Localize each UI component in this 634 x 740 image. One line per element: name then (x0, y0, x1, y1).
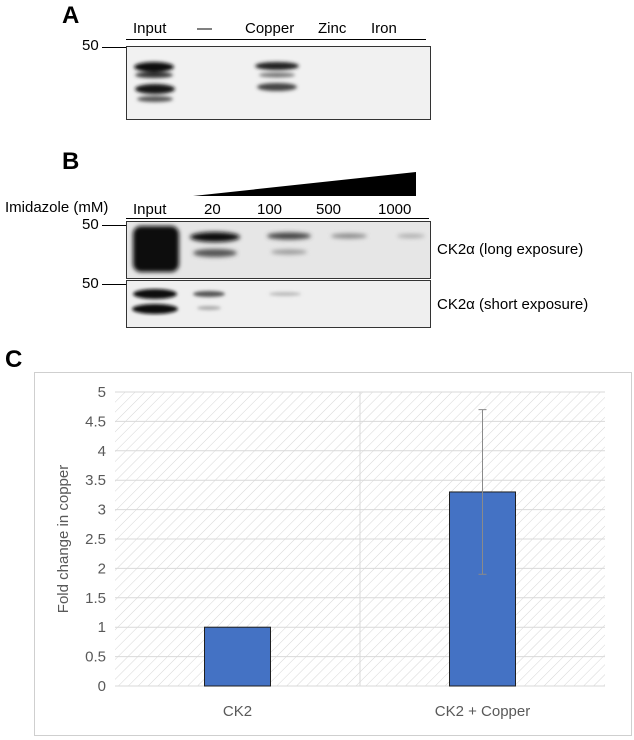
error-bars (478, 409, 487, 575)
band (193, 249, 237, 257)
band (133, 226, 179, 272)
gradient-wedge (193, 172, 416, 196)
y-tick-label: 1.5 (85, 590, 106, 607)
category-label: CK2 (223, 703, 252, 720)
lane-label-1000: 1000 (378, 201, 412, 218)
bar-chart: 0 0.5 1 1.5 2 2.5 3 3.5 4 4.5 5 CK2 CK2 + Copper Fo… (55, 384, 605, 720)
blot-panel-a-bands (134, 62, 299, 102)
y-tick-label: 0 (98, 678, 106, 695)
band (397, 234, 425, 238)
y-tick-label: 3 (98, 502, 106, 519)
y-tick-label: 4 (98, 443, 106, 460)
mw-marker-50: 50 (82, 37, 99, 54)
y-tick-label: 1 (98, 619, 106, 636)
bar (204, 626, 271, 687)
panel-c-letter: C (5, 346, 23, 373)
band (331, 233, 367, 239)
panel-b-letter: B (62, 148, 80, 175)
mw-marker-tick (102, 225, 126, 226)
lane-underline (126, 218, 429, 219)
blot-long-exposure (126, 221, 431, 279)
y-tick-label: 0.5 (85, 649, 106, 666)
band (259, 72, 295, 78)
band (269, 292, 301, 296)
blot-short-exposure-bands (132, 289, 301, 314)
gridlines (115, 391, 605, 687)
lane-label-20: 20 (204, 201, 221, 218)
blot-label-long-exposure: CK2α (long exposure) (437, 241, 584, 258)
panel-a-letter: A (62, 2, 80, 29)
lane-label-copper: Copper (245, 20, 295, 37)
band (197, 306, 221, 310)
mw-marker-tick (102, 284, 126, 285)
y-tick-label: 4.5 (85, 413, 106, 430)
y-tick-label: 2 (98, 560, 106, 577)
blot-short-exposure (126, 280, 431, 328)
y-tick-label: 3.5 (85, 472, 106, 489)
band (257, 83, 297, 91)
y-axis-title: Fold change in copper (55, 465, 72, 613)
imidazole-label: Imidazole (mM) (5, 199, 109, 216)
lane-label-iron: Iron (371, 20, 397, 37)
band (271, 249, 307, 255)
lane-underline (126, 39, 426, 40)
category-labels: CK2 CK2 + Copper (223, 703, 530, 720)
band (137, 96, 173, 102)
lane-label-input: Input (133, 201, 167, 218)
blot-long-exposure-bands (133, 226, 425, 272)
band (190, 232, 240, 242)
band (193, 291, 225, 297)
lane-label-none: — (197, 20, 212, 37)
band (135, 72, 173, 78)
band (135, 84, 175, 94)
lane-label-100: 100 (257, 201, 283, 218)
band (134, 62, 174, 72)
band (132, 304, 178, 314)
band (133, 289, 177, 299)
y-tick-label: 5 (98, 384, 106, 401)
chart-frame: 0 0.5 1 1.5 2 2.5 3 3.5 4 4.5 5 CK2 CK2 + Copper Fo… (34, 372, 632, 736)
category-label: CK2 + Copper (435, 703, 530, 720)
lane-label-zinc: Zinc (318, 20, 347, 37)
y-axis-ticks: 0 0.5 1 1.5 2 2.5 3 3.5 4 4.5 5 (85, 384, 106, 695)
band (267, 232, 311, 240)
mw-marker-50-short: 50 (82, 275, 99, 292)
blot-label-short-exposure: CK2α (short exposure) (437, 296, 589, 313)
y-tick-label: 2.5 (85, 531, 106, 548)
lane-label-500: 500 (316, 201, 342, 218)
mw-marker-50-long: 50 (82, 216, 99, 233)
mw-marker-tick (102, 47, 126, 48)
band (255, 62, 299, 70)
blot-panel-a (126, 46, 431, 120)
lane-label-input: Input (133, 20, 167, 37)
